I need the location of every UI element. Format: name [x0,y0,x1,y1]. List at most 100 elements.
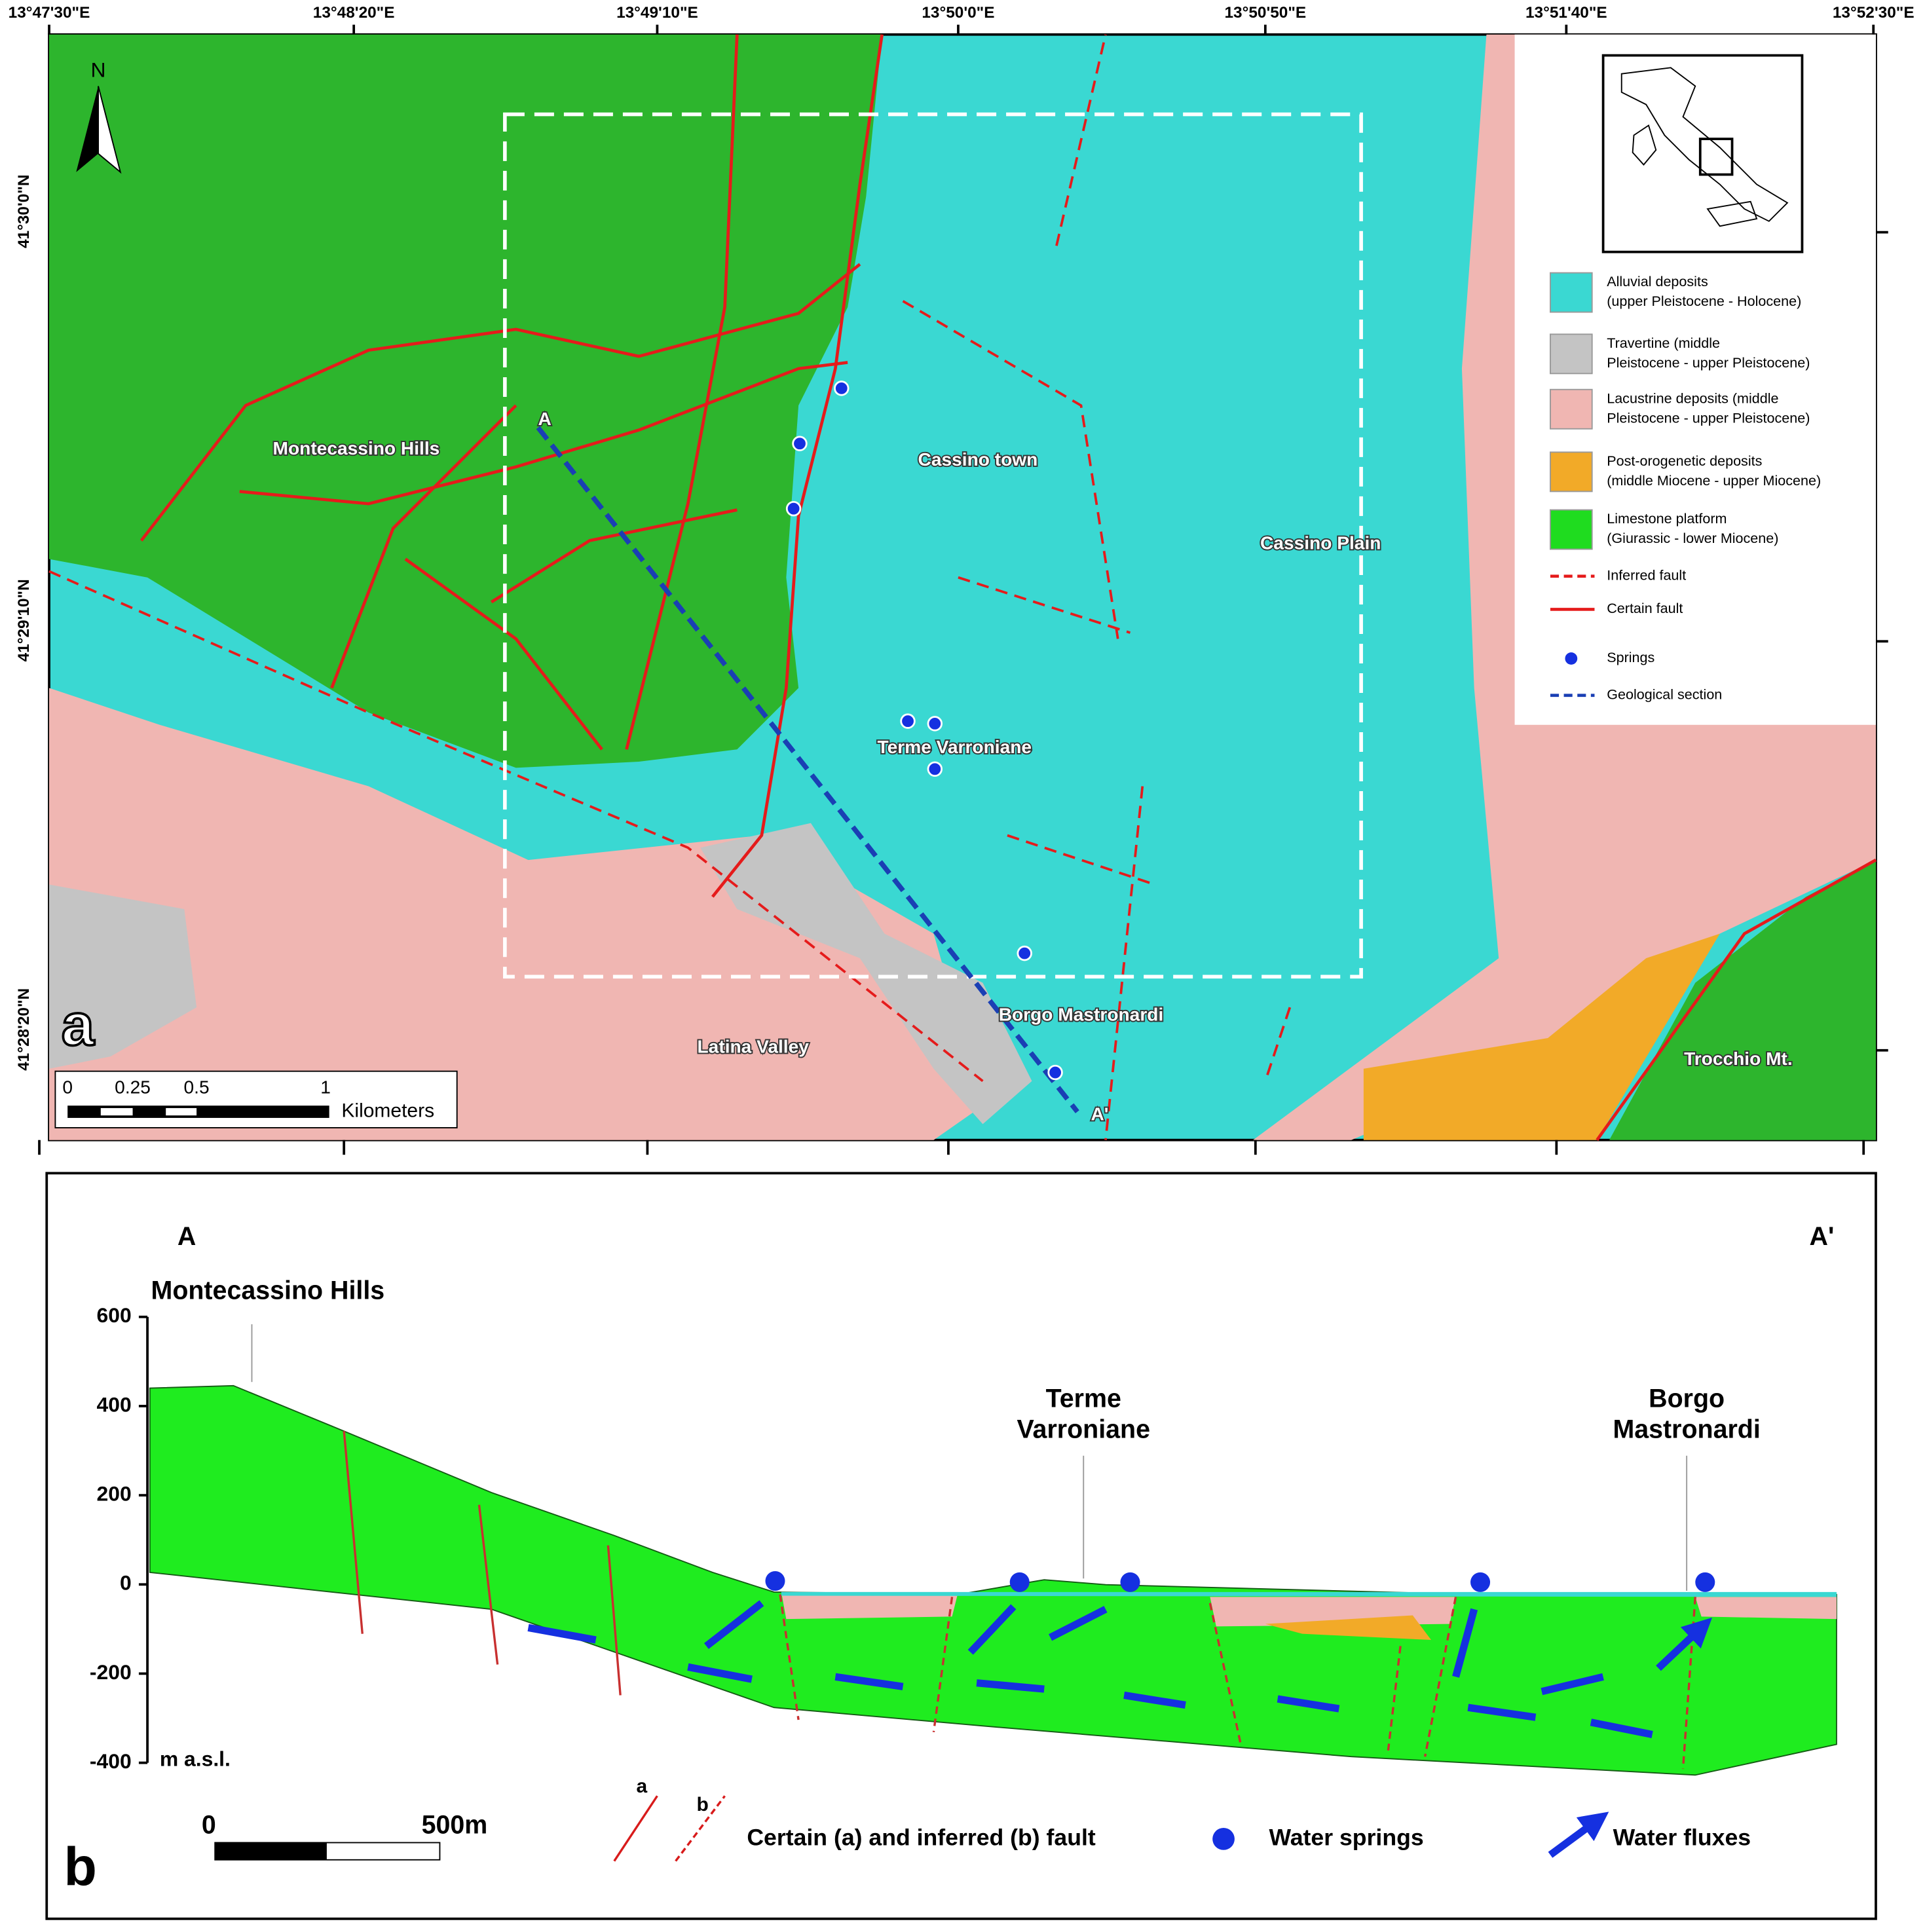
legend-swatch [1550,388,1593,430]
place-label: Trocchio Mt. [1684,1049,1793,1069]
fault-legend-mark: a [637,1775,648,1797]
north-label: N [91,58,106,81]
scale-label: 500m [422,1811,488,1840]
flux-icon [1548,1811,1609,1858]
legend-symbol [1565,652,1578,665]
post-orogenetic-section [1265,1615,1432,1641]
legend-text: (upper Pleistocene - Holocene) [1607,293,1801,309]
legend-text: Certain fault [1607,600,1683,616]
place-label: Varroniane [1017,1415,1150,1444]
legend-swatch [1550,272,1593,313]
section-faults [343,1431,1696,1770]
place-label: Borgo Mastronardi [999,1005,1164,1025]
legend-text: Water fluxes [1613,1824,1751,1850]
alluvial-section [781,1591,1837,1597]
legend-text: Inferred fault [1607,567,1686,584]
place-label: Borgo [1649,1384,1725,1413]
legend-text: Certain (a) and inferred (b) fault [747,1824,1096,1850]
section-line [536,426,1079,1113]
scale-label: 0.25 [115,1077,151,1097]
water-fluxes [527,1571,1715,1738]
place-label: Latina Valley [698,1036,810,1056]
place-label: Mastronardi [1613,1415,1760,1444]
lon-label: 13°47'30"E [9,4,90,22]
legend-text: Lacustrine deposits (middle [1607,390,1778,406]
lon-label: 13°50'0"E [922,4,994,22]
legend-text: Travertine (middle [1607,335,1720,351]
scale-unit: Kilometers [341,1100,434,1121]
panel-label: b [64,1836,97,1897]
limestone-section [149,1384,1837,1776]
legend-text: Pleistocene - upper Pleistocene) [1607,409,1810,426]
study-area-box [503,112,1363,979]
italy-outline [1620,67,1789,227]
scale-label: 1 [320,1077,331,1097]
lon-label: 13°50'50"E [1224,4,1306,22]
section-end: A' [1810,1222,1835,1251]
place-label: Montecassino Hills [273,438,440,458]
legend-text: Alluvial deposits [1607,273,1708,289]
legend-text: Geological section [1607,686,1722,702]
place-label: Cassino town [918,449,1038,470]
leader-lines [251,1324,1688,1591]
place-label: Terme [1046,1384,1121,1413]
scale-bar [100,1107,133,1116]
lacustrine-area [49,688,983,1140]
scale-bar [215,1842,327,1860]
y-unit: m a.s.l. [160,1747,231,1770]
y-tick-label: 400 [96,1392,131,1416]
legend-swatch [1550,509,1593,550]
lon-label: 13°48'20"E [313,4,395,22]
north-arrow [76,86,99,172]
scale-bar [166,1107,197,1116]
y-tick-label: -200 [90,1660,132,1684]
scale-label: 0.5 [184,1077,210,1097]
legend-text: Springs [1607,649,1654,665]
legend-text: Pleistocene - upper Pleistocene) [1607,354,1810,371]
section-end: A [178,1222,196,1251]
lacustrine-section [781,1591,1837,1627]
legend-text: Water springs [1269,1824,1423,1850]
y-tick-label: 0 [120,1571,132,1595]
section-panel: 600 400 200 0 -200 -400 A A' Montecassino Hil… [45,1172,1877,1920]
springs [785,381,1063,1081]
fault-legend [613,1795,726,1862]
legend-text: Post-orogenetic deposits [1607,453,1762,469]
lon-label: 13°49'10"E [616,4,698,22]
legend-text: (middle Miocene - upper Miocene) [1607,472,1821,489]
section-end: A [538,409,551,429]
limestone-area [1609,860,1876,1140]
scale-label: 0 [202,1811,216,1840]
legend-text: Limestone platform [1607,510,1727,527]
inset-box [1698,138,1734,176]
faults [140,34,1877,1142]
lat-label: 41°28'20"N [15,988,33,1071]
inferred-faults [48,34,1292,1140]
place-label: Terme Varroniane [878,737,1032,757]
y-tick-label: 600 [96,1303,131,1327]
spring-icon [1212,1828,1235,1850]
section-end: A' [1091,1104,1108,1124]
scale-box [54,1070,458,1128]
lon-label: 13°51'40"E [1525,4,1607,22]
y-tick-label: 200 [96,1482,131,1506]
fault-legend-mark: b [696,1794,708,1815]
legend-swatch [1550,333,1593,375]
place-label: Cassino Plain [1260,532,1381,553]
map-panel: N A A' Montecassino Hills Cassino town C… [9,4,1915,1155]
lon-label: 13°52'30"E [1833,4,1915,22]
panel-label: a [62,993,95,1058]
legend-text: (Giurassic - lower Miocene) [1607,530,1778,546]
place-label: Montecassino Hills [151,1276,385,1305]
post-orogenetic-area [1363,933,1720,1140]
lat-label: 41°29'10"N [15,579,33,661]
travertine-area [49,823,1032,1124]
y-tick-label: -400 [90,1749,132,1773]
scale-bar [67,1105,329,1118]
lat-label: 41°30'0"N [15,175,33,249]
limestone-area [49,34,882,768]
legend-swatch [1550,451,1593,492]
north-arrow [98,86,122,174]
scale-label: 0 [62,1077,73,1097]
